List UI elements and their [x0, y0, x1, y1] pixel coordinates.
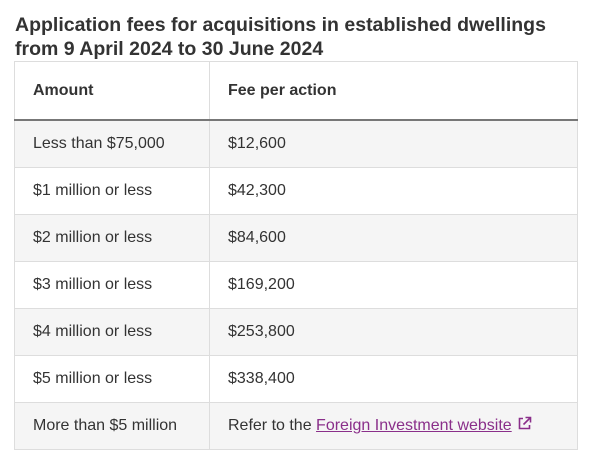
column-header-fee: Fee per action: [209, 61, 578, 121]
amount-cell: $4 million or less: [14, 308, 210, 356]
fee-cell: $12,600: [209, 119, 578, 168]
table-row: $4 million or less $253,800: [14, 308, 578, 356]
fee-prefix-text: Refer to the: [228, 417, 317, 434]
table-row: More than $5 million Refer to the Foreig…: [14, 402, 578, 450]
amount-cell: $5 million or less: [14, 355, 210, 403]
table-caption: Application fees for acquisitions in est…: [15, 14, 546, 60]
fee-cell: $84,600: [209, 214, 578, 262]
fee-cell: $253,800: [209, 308, 578, 356]
foreign-investment-website-link[interactable]: Foreign Investment website: [316, 416, 532, 436]
column-header-amount: Amount: [14, 61, 210, 121]
amount-cell: Less than $75,000: [14, 119, 210, 168]
amount-cell: $2 million or less: [14, 214, 210, 262]
table-header-row: Amount Fee per action: [14, 61, 578, 121]
table-row: Less than $75,000 $12,600: [14, 119, 578, 168]
fee-cell: $338,400: [209, 355, 578, 403]
fees-table: Amount Fee per action Less than $75,000 …: [14, 61, 578, 450]
fee-cell: $42,300: [209, 167, 578, 215]
table-row: $1 million or less $42,300: [14, 167, 578, 215]
amount-cell: $3 million or less: [14, 261, 210, 309]
link-text: Foreign Investment website: [316, 417, 512, 434]
table-row: $5 million or less $338,400: [14, 355, 578, 403]
amount-cell: $1 million or less: [14, 167, 210, 215]
fee-cell: $169,200: [209, 261, 578, 309]
table-row: $2 million or less $84,600: [14, 214, 578, 262]
external-link-icon: [517, 416, 532, 436]
table-row: $3 million or less $169,200: [14, 261, 578, 309]
fee-cell: Refer to the Foreign Investment website: [209, 402, 578, 450]
amount-cell: More than $5 million: [14, 402, 210, 450]
